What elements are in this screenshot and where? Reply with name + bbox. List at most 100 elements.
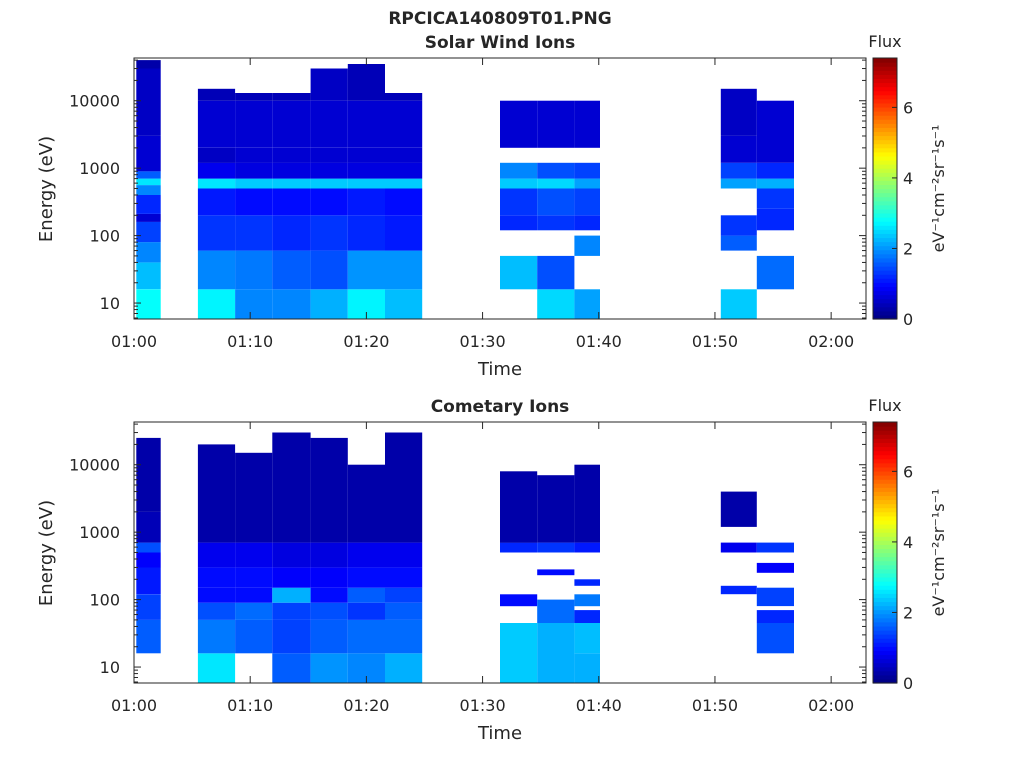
heatmap-cell	[197, 162, 236, 179]
heatmap-cell	[272, 602, 311, 620]
heatmap-cell	[537, 255, 575, 290]
colorbar-segment	[873, 585, 897, 590]
colorbar-tick-label: 0	[903, 674, 913, 693]
colorbar-segment	[873, 625, 897, 631]
heatmap-cell	[272, 542, 311, 568]
heatmap-cell	[385, 162, 423, 179]
heatmap-cell	[537, 188, 575, 216]
colorbar-segment	[873, 306, 897, 312]
heatmap-cell	[272, 619, 311, 654]
x-tick-label: 02:00	[808, 332, 854, 351]
colorbar-segment	[873, 613, 897, 619]
heatmap-cell	[720, 88, 757, 136]
y-axis-label-cometary: Energy (eV)	[36, 500, 57, 606]
y-tick-label: 10000	[69, 456, 120, 475]
heatmap-cell	[272, 188, 311, 216]
panel-title-cometary: Cometary Ions	[431, 397, 570, 417]
heatmap-cell	[310, 587, 348, 603]
heatmap-cell	[385, 619, 423, 654]
heatmap-cell	[574, 579, 600, 586]
colorbar-segment	[873, 634, 897, 639]
colorbar-segment	[873, 233, 897, 239]
heatmap-cell	[235, 93, 273, 101]
colorbar-segment	[873, 593, 897, 598]
x-axis-label-solar-wind: Time	[477, 359, 522, 380]
colorbar-segment	[873, 70, 897, 75]
heatmap-cell	[136, 221, 161, 243]
heatmap-cell	[347, 188, 385, 216]
heatmap-cell	[720, 289, 757, 319]
heatmap-cell	[136, 242, 161, 263]
colorbar-segment	[873, 544, 897, 550]
heatmap-cell	[197, 567, 236, 588]
colorbar-segment	[873, 253, 897, 259]
heatmap-cell	[574, 235, 600, 256]
heatmap-cell	[136, 195, 161, 214]
heatmap-cell	[272, 587, 311, 603]
colorbar-segment	[873, 102, 897, 108]
y-axis-label-solar-wind: Energy (eV)	[36, 136, 57, 242]
axes-solar-wind: 01:00 01:10 01:20 01:30 01:40 01:50 02:00 10 100…	[69, 58, 866, 351]
heatmap-cell	[500, 162, 538, 179]
heatmap-cell	[385, 250, 423, 290]
heatmap-cell	[235, 542, 273, 568]
heatmap-cell	[574, 162, 600, 179]
colorbar-segment	[873, 302, 897, 308]
colorbar-segment	[873, 609, 897, 615]
colorbar-segment	[873, 438, 897, 443]
colorbar-tick-label: 2	[903, 239, 913, 258]
heatmap-cell	[136, 437, 161, 512]
heatmap-cell	[574, 188, 600, 216]
colorbar-segment	[873, 257, 897, 263]
heatmap-cell	[235, 147, 273, 163]
colorbar-segment	[873, 678, 897, 684]
colorbar-segment	[873, 475, 897, 480]
heatmap-cell	[235, 602, 273, 620]
colorbar-segment	[873, 298, 897, 304]
colorbar-segment	[873, 674, 897, 680]
colorbar-segment	[873, 62, 897, 67]
heatmap-cell	[272, 178, 311, 189]
colorbar-segment	[873, 147, 897, 153]
heatmap-cell	[537, 475, 575, 543]
heatmap-cell	[347, 215, 385, 251]
colorbar-segment	[873, 168, 897, 173]
colorbar-segment	[873, 638, 897, 643]
colorbar-frame	[872, 57, 898, 320]
y-tick-label: 1000	[79, 523, 120, 542]
heatmap-cell	[537, 178, 575, 189]
colorbar-segment	[873, 131, 897, 137]
y-tick-label: 100	[89, 227, 120, 246]
colorbar-segment	[873, 86, 897, 92]
x-tick-label: 01:50	[692, 696, 738, 715]
heatmap-cell	[385, 93, 423, 101]
colorbar-segment	[873, 629, 897, 635]
colorbar-segment	[873, 155, 897, 161]
heatmap-cell	[310, 100, 348, 148]
colorbar-segment	[873, 670, 897, 676]
colorbar-segment	[873, 237, 897, 243]
heatmap-cell	[197, 178, 236, 189]
colorbar-segment	[873, 58, 897, 63]
colorbar-segment	[873, 487, 897, 492]
colorbar-segment	[873, 310, 897, 316]
heatmap-cell	[756, 178, 794, 189]
heatmap-cell	[385, 188, 423, 216]
colorbar-segment	[873, 82, 897, 88]
colorbar-segment	[873, 176, 897, 181]
heatmap-cell	[500, 255, 538, 290]
colorbar-segment	[873, 462, 897, 468]
heatmap-cell	[574, 289, 600, 319]
heatmap-cell	[347, 464, 385, 543]
y-tick-label: 10	[100, 294, 120, 313]
heatmap-cell	[537, 542, 575, 553]
heatmap-cell	[574, 594, 600, 607]
colorbar-segment	[873, 115, 897, 120]
colorbar-segment	[873, 172, 897, 177]
colorbar-segment	[873, 180, 897, 186]
heatmap-cell	[310, 147, 348, 163]
heatmap-cell	[310, 68, 348, 101]
colorbar-segment	[873, 646, 897, 651]
colorbar-segment	[873, 217, 897, 222]
colorbar-segment	[873, 556, 897, 562]
